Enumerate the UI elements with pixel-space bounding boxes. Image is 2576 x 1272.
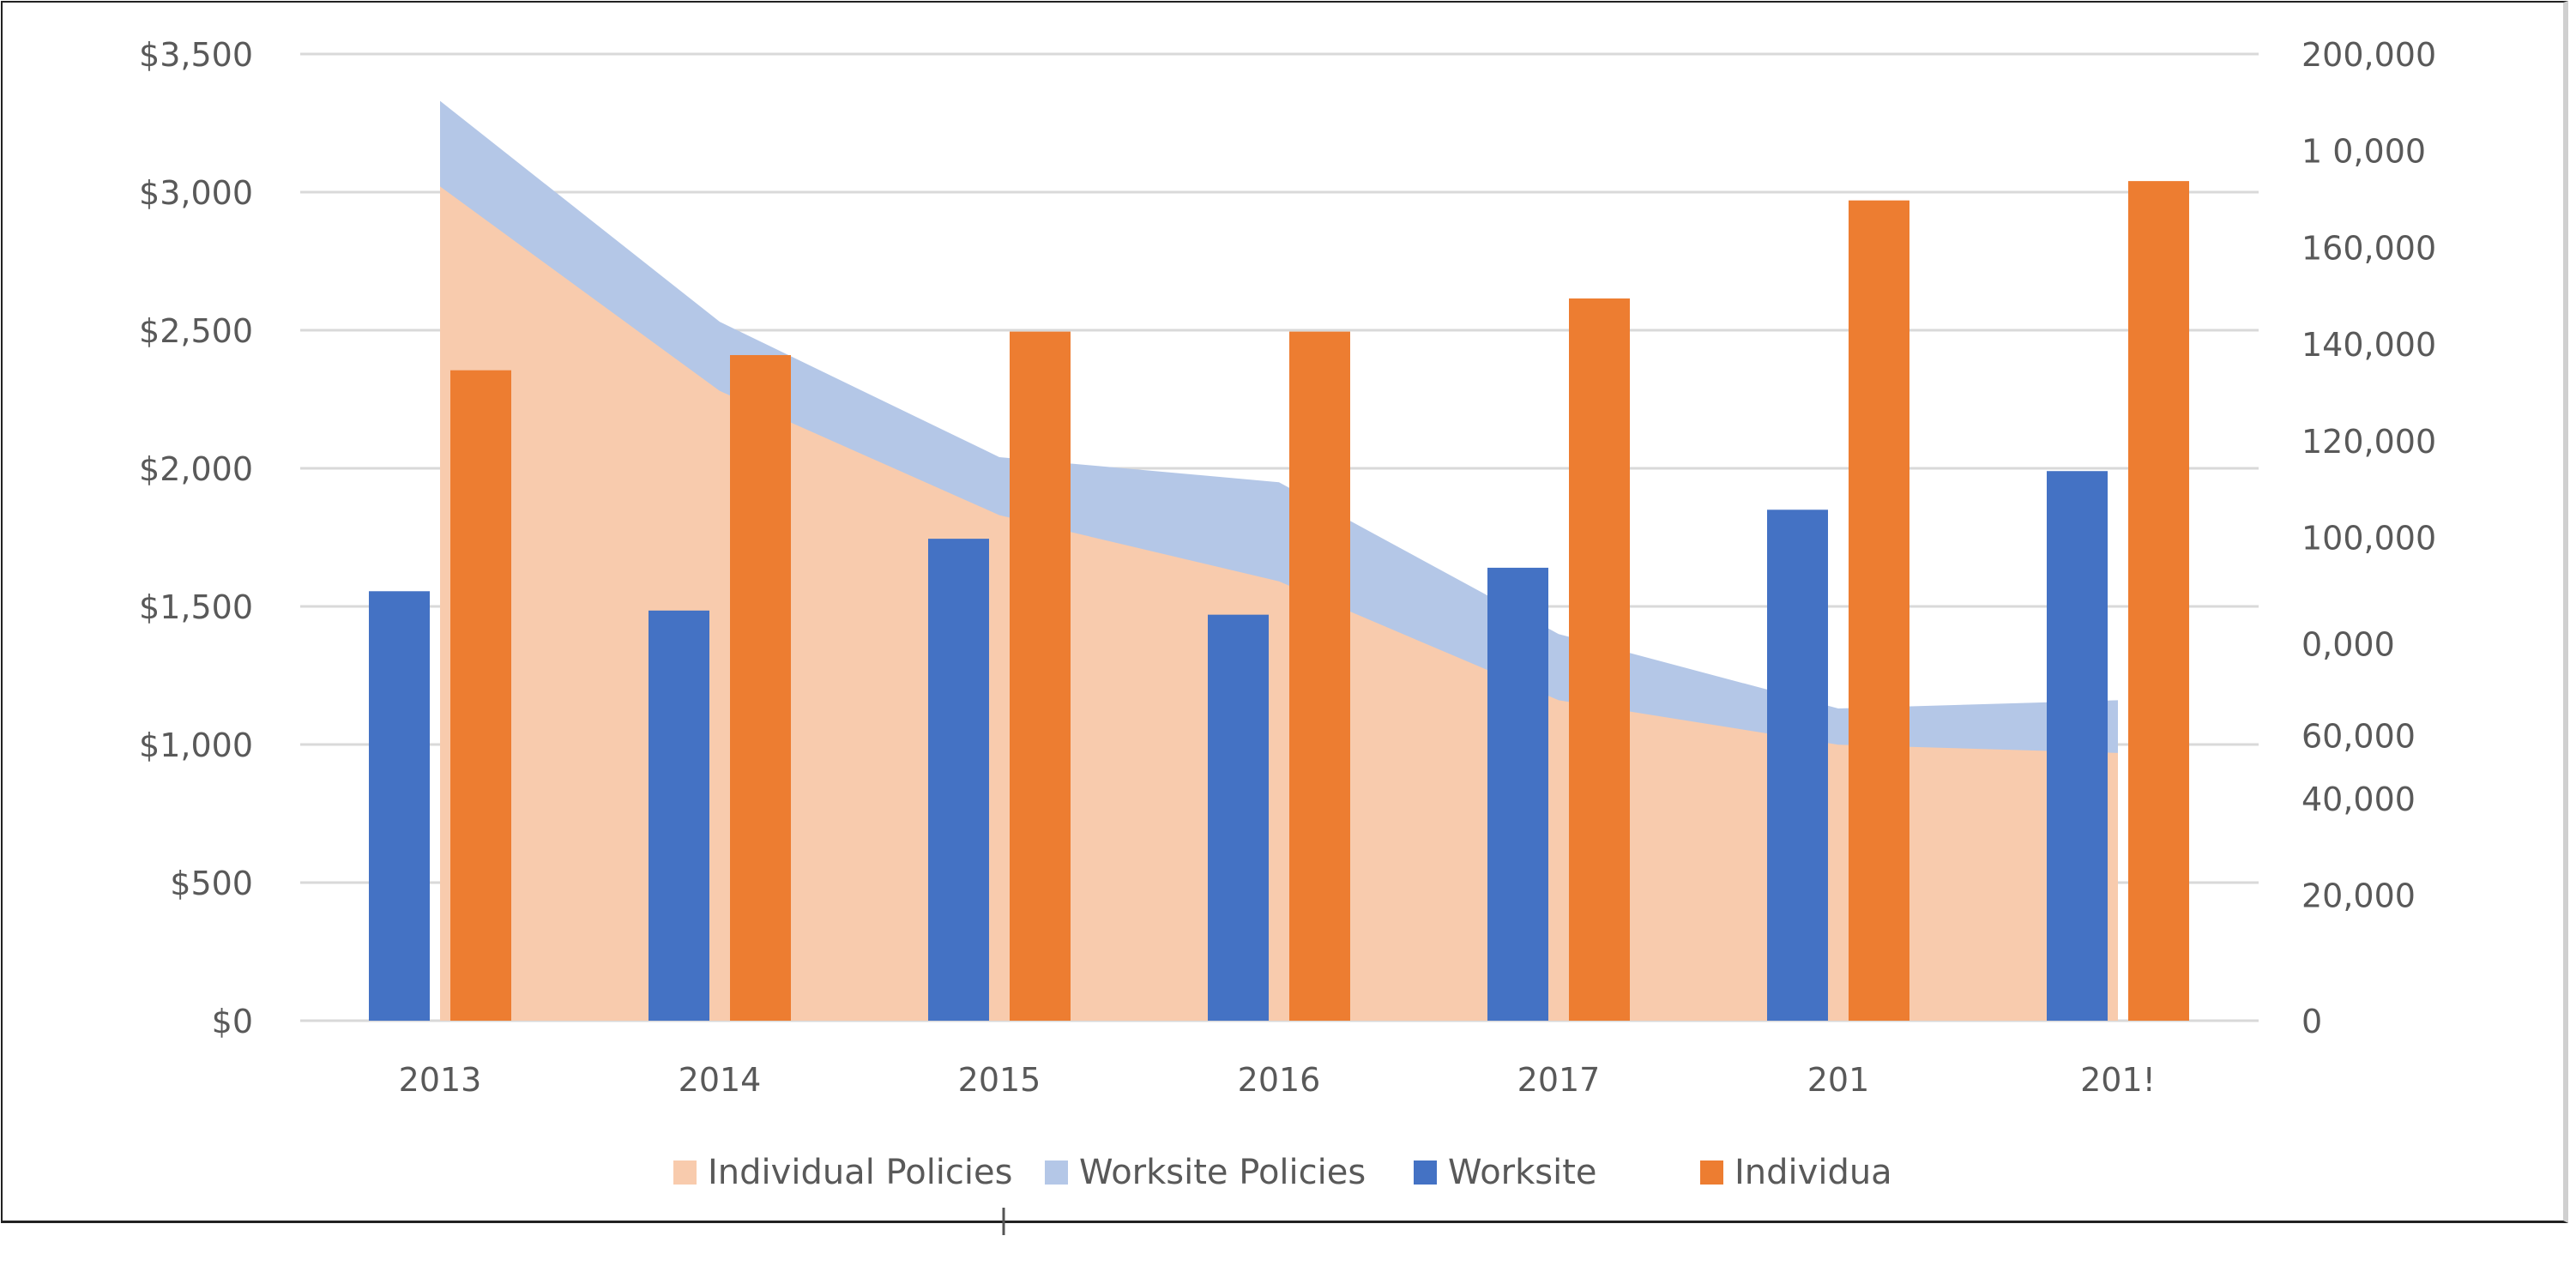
left-axis-tick-label: $2,000	[139, 450, 253, 488]
legend-swatch	[1045, 1160, 1068, 1185]
right-axis-tick-label: 160,000	[2302, 229, 2436, 267]
left-axis-tick-label: $500	[170, 865, 253, 902]
area-individual-policies	[440, 186, 2118, 1022]
right-axis-tick-label: 60,000	[2302, 718, 2416, 756]
bar-worksite	[2047, 471, 2108, 1021]
bar-individua	[730, 354, 791, 1022]
right-axis-tick-label: 200,000	[2302, 36, 2436, 74]
legend-label: Worksite	[1448, 1153, 1597, 1192]
bar-individua	[1569, 298, 1630, 1022]
right-axis-tick-label: 0,000	[2302, 625, 2395, 663]
bar-individua	[450, 370, 511, 1021]
legend-swatch	[1414, 1160, 1437, 1185]
chart-frame	[1, 1, 2568, 1223]
left-axis-tick-label: $2,500	[139, 312, 253, 350]
x-axis-tick-label: 2013	[399, 1061, 482, 1099]
right-axis-tick-label: 40,000	[2302, 781, 2416, 818]
legend-label: Worksite Policies	[1079, 1153, 1366, 1192]
bar-individua	[1849, 200, 1909, 1021]
right-axis-tick-label: 100,000	[2302, 520, 2436, 558]
bar-worksite	[1487, 567, 1548, 1021]
bar-individua	[1289, 331, 1350, 1021]
bar-worksite	[1208, 614, 1269, 1021]
x-axis-tick-label: 201	[1807, 1061, 1870, 1099]
left-axis-tick-label: $0	[212, 1003, 253, 1040]
right-axis-tick-label: 20,000	[2302, 877, 2416, 914]
left-axis-tick-label: $1,500	[139, 588, 253, 626]
bar-worksite	[928, 539, 989, 1021]
bar-individua	[1010, 331, 1071, 1021]
x-axis-tick-label: 2014	[679, 1061, 762, 1099]
legend-label: Individua	[1734, 1153, 1892, 1192]
x-axis-tick-label: 2017	[1517, 1061, 1601, 1099]
bar-worksite	[369, 591, 430, 1021]
right-axis-tick-label: 1 0,000	[2302, 133, 2426, 171]
x-axis-tick-label: 201!	[2080, 1061, 2156, 1099]
left-axis-tick-label: $3,000	[139, 174, 253, 212]
legend-swatch	[673, 1160, 697, 1185]
bar-worksite	[1767, 509, 1828, 1021]
bar-individua	[2128, 181, 2189, 1021]
left-axis-tick-label: $3,500	[139, 36, 253, 74]
right-axis-tick-label: 0	[2302, 1003, 2322, 1040]
x-axis-tick-label: 2015	[958, 1061, 1041, 1099]
legend-label: Individual Policies	[708, 1153, 1012, 1192]
bar-worksite	[649, 610, 709, 1021]
legend-swatch	[1700, 1160, 1723, 1185]
right-axis-tick-label: 140,000	[2302, 326, 2436, 364]
x-axis-tick-label: 2016	[1238, 1061, 1321, 1099]
right-axis-tick-label: 120,000	[2302, 423, 2436, 461]
left-axis-tick-label: $1,000	[139, 726, 253, 764]
